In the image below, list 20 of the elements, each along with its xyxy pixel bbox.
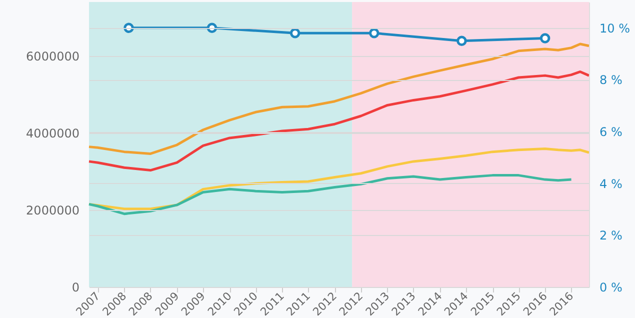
y2-tick-label: 10 % <box>600 21 630 36</box>
y-tick-label: 2000000 <box>26 203 80 218</box>
y2-tick-label: 2 % <box>600 228 622 243</box>
point <box>290 28 300 38</box>
y-tick-label: 6000000 <box>26 49 80 64</box>
line-series <box>88 174 573 216</box>
y-tick-label: 0 <box>72 280 80 294</box>
y2-tick-label: 6 % <box>600 125 622 140</box>
line-series <box>88 147 590 210</box>
point <box>456 36 467 46</box>
y-tick-label: 4000000 <box>26 126 80 140</box>
point <box>540 33 550 44</box>
line-series <box>88 42 590 155</box>
line-series <box>88 70 590 172</box>
y2-tick-label: 4 % <box>600 176 622 191</box>
point <box>369 28 380 38</box>
y2-tick-label: 8 % <box>600 73 622 88</box>
point <box>124 22 134 34</box>
point <box>206 22 218 34</box>
y2-tick-label: 0 % <box>600 280 622 294</box>
